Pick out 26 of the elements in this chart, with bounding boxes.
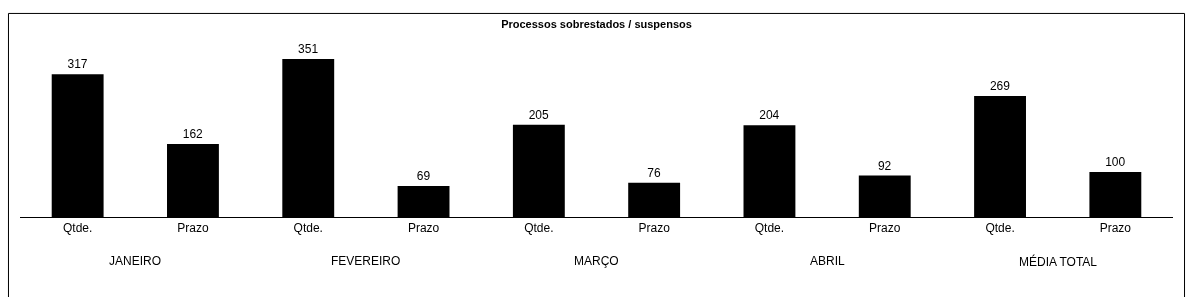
x-tick-label: Prazo [1099,221,1132,236]
x-tick-label: Qtde. [524,221,554,236]
x-tick-label: Qtde. [985,221,1015,236]
x-tick-label: Qtde. [754,221,785,236]
x-tick-label: Prazo [638,221,671,236]
x-tick-label: Prazo [177,221,209,236]
text: FEVEREIRO [331,254,401,268]
data-label: 76 [647,165,661,180]
x-tick-label: Qtde. [62,221,93,236]
data-label: 69 [416,168,431,183]
data-label: 92 [877,158,892,173]
data-label: 205 [528,107,550,122]
data-label: 351 [298,41,319,56]
data-label: 317 [67,57,88,72]
text: MÉDIA TOTAL [1019,254,1098,269]
x-tick-label: Qtde. [293,221,323,236]
text: ABRIL [810,254,846,268]
text: JANEIRO [109,254,162,268]
chart-title: Processos sobrestados / suspensos [501,18,692,31]
data-label: 204 [759,108,780,123]
x-tick-label: Prazo [407,221,440,236]
x-tick-label: Prazo [869,221,901,236]
data-label: 100 [1105,154,1126,169]
text: MARÇO [574,254,619,268]
data-label: 162 [182,127,204,142]
data-label: 269 [989,78,1011,93]
